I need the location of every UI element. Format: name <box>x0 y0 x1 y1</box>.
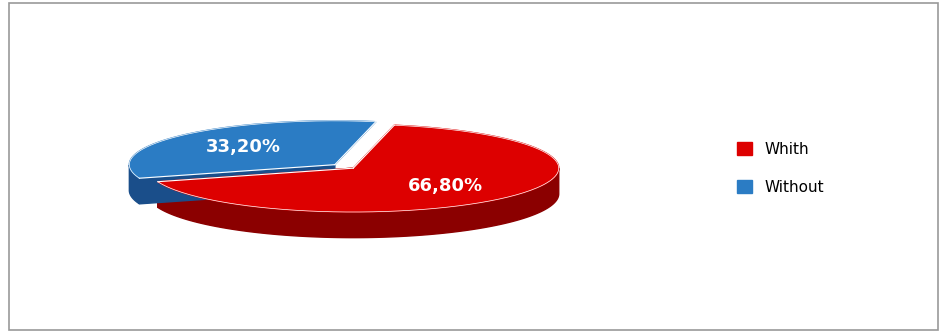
Polygon shape <box>130 121 376 178</box>
Text: 33,20%: 33,20% <box>205 138 280 156</box>
Legend: Whith, Without: Whith, Without <box>731 136 830 201</box>
Polygon shape <box>130 165 139 204</box>
Polygon shape <box>158 168 559 238</box>
Polygon shape <box>139 165 335 204</box>
Polygon shape <box>158 168 353 207</box>
Polygon shape <box>158 125 559 212</box>
Text: 66,80%: 66,80% <box>407 177 483 195</box>
